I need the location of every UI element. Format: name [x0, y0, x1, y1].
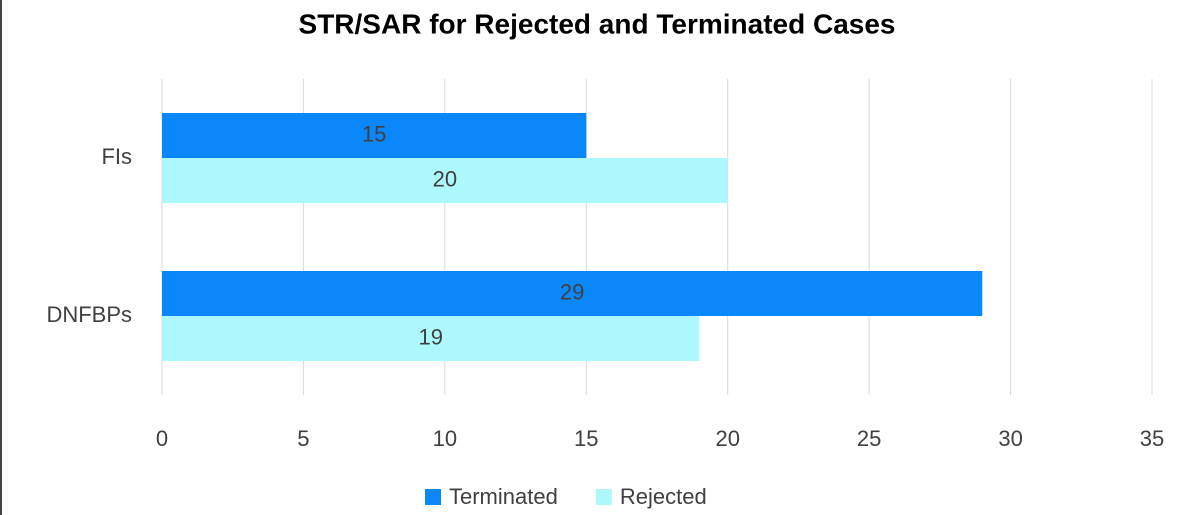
data-label: 29 [560, 279, 584, 304]
x-tick-label: 10 [433, 426, 457, 451]
y-tick-label: DNFBPs [46, 302, 132, 327]
legend-swatch [595, 489, 612, 505]
data-label: 19 [418, 324, 442, 349]
y-tick-label: FIs [101, 144, 132, 169]
bar [162, 113, 587, 158]
legend-label: Rejected [620, 484, 707, 509]
x-tick-label: 15 [574, 426, 598, 451]
bar [162, 271, 983, 316]
x-tick-label: 0 [156, 426, 168, 451]
chart-title: STR/SAR for Rejected and Terminated Case… [299, 8, 896, 39]
legend-label: Terminated [449, 484, 558, 509]
bar [162, 316, 700, 361]
x-tick-label: 25 [857, 426, 881, 451]
data-label: 15 [362, 121, 386, 146]
x-tick-label: 20 [715, 426, 739, 451]
legend-swatch [425, 489, 441, 505]
bar [162, 158, 728, 203]
x-tick-label: 30 [998, 426, 1022, 451]
x-tick-label: 35 [1140, 426, 1164, 451]
x-tick-label: 5 [297, 426, 309, 451]
data-label: 20 [433, 166, 457, 191]
